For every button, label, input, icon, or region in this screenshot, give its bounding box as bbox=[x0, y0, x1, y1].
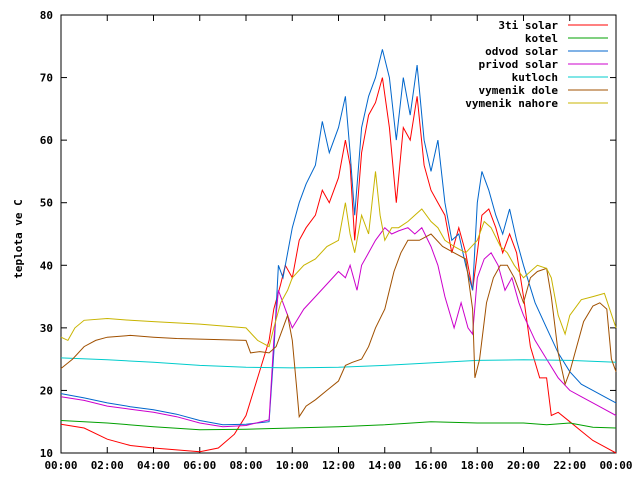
x-tick-label: 04:00 bbox=[137, 459, 170, 472]
series-line-kutloch bbox=[60, 357, 617, 369]
legend-label: vymenik dole bbox=[479, 84, 559, 97]
x-tick-label: 18:00 bbox=[461, 459, 494, 472]
y-tick-label: 80 bbox=[40, 9, 53, 22]
y-tick-label: 30 bbox=[40, 322, 53, 335]
x-tick-label: 00:00 bbox=[44, 459, 77, 472]
x-tick-label: 12:00 bbox=[322, 459, 355, 472]
x-tick-label: 22:00 bbox=[553, 459, 586, 472]
series-line-vymenik-nahore bbox=[60, 171, 617, 348]
x-tick-label: 08:00 bbox=[229, 459, 262, 472]
y-tick-label: 70 bbox=[40, 72, 53, 85]
legend-label: odvod solar bbox=[485, 45, 558, 58]
y-tick-label: 50 bbox=[40, 197, 53, 210]
x-tick-label: 06:00 bbox=[183, 459, 216, 472]
x-tick-label: 14:00 bbox=[368, 459, 401, 472]
y-tick-label: 20 bbox=[40, 384, 53, 397]
x-tick-label: 02:00 bbox=[91, 459, 124, 472]
x-tick-label: 20:00 bbox=[507, 459, 540, 472]
y-axis-ticks: 10 20 30 40 50 60 70 80 bbox=[40, 9, 616, 460]
y-tick-label: 40 bbox=[40, 259, 53, 272]
series-line-kotel bbox=[60, 420, 617, 431]
y-tick-label: 10 bbox=[40, 447, 53, 460]
legend-label: 3ti solar bbox=[498, 19, 558, 32]
series-line-3ti-solar bbox=[60, 77, 617, 454]
series-line-vymenik-dole bbox=[60, 233, 617, 419]
x-tick-label: 00:00 bbox=[599, 459, 632, 472]
legend-label: kutloch bbox=[512, 71, 558, 84]
legend-label: privod solar bbox=[479, 58, 559, 71]
series-line-privod-solar bbox=[60, 226, 617, 428]
legend-label: vymenik nahore bbox=[465, 97, 558, 110]
x-tick-label: 16:00 bbox=[414, 459, 447, 472]
y-tick-label: 60 bbox=[40, 134, 53, 147]
x-tick-label: 10:00 bbox=[276, 459, 309, 472]
x-axis-ticks: 00:00 02:00 04:00 06:00 08:00 10:00 12:00 14:00… bbox=[44, 15, 633, 472]
series-lines bbox=[60, 49, 617, 454]
legend-label: kotel bbox=[525, 32, 558, 45]
y-axis-title: teplota ve C bbox=[12, 199, 25, 278]
